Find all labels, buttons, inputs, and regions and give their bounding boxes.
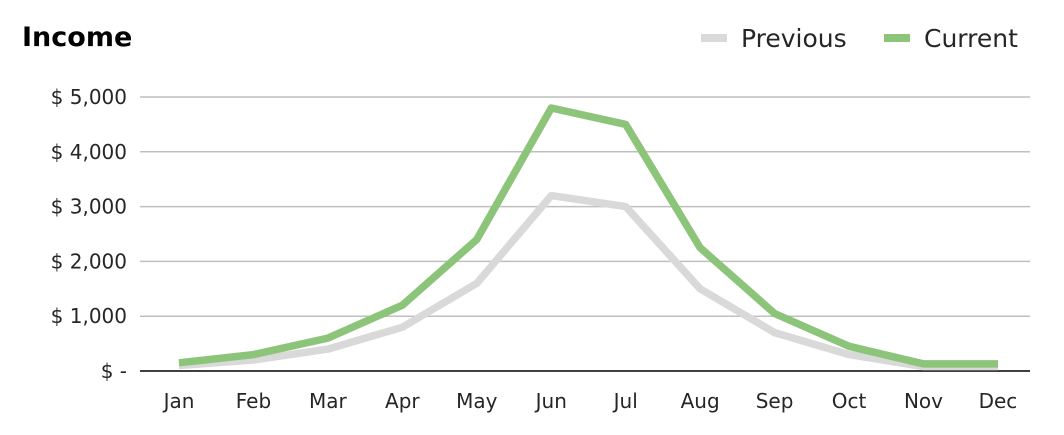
y-tick-label: $ 3,000 (51, 195, 127, 219)
y-axis-tick-labels: $ - $ 1,000 $ 2,000 $ 3,000 $ 4,000 $ 5,000 (51, 85, 127, 383)
x-tick-label: May (456, 389, 498, 413)
x-tick-label: Apr (385, 389, 420, 413)
y-tick-label: $ 2,000 (51, 249, 127, 273)
x-tick-label: Dec (979, 389, 1018, 413)
x-tick-label: Jan (162, 389, 195, 413)
y-tick-label: $ 1,000 (51, 304, 127, 328)
legend: Previous Current (701, 24, 1018, 53)
x-tick-label: Nov (904, 389, 943, 413)
x-tick-label: Feb (236, 389, 271, 413)
x-axis-tick-labels: Jan Feb Mar Apr May Jun Jul Aug Sep Oct Nov Dec (162, 389, 1018, 413)
series-lines (178, 104, 998, 371)
y-tick-label: $ 5,000 (51, 85, 127, 109)
x-tick-label: Mar (309, 389, 348, 413)
y-tick-label: $ - (101, 359, 127, 383)
series-line-previous (178, 191, 998, 371)
x-tick-label: Jun (534, 389, 567, 413)
series-line-current (178, 104, 998, 368)
legend-label-previous: Previous (741, 24, 847, 53)
y-tick-label: $ 4,000 (51, 140, 127, 164)
x-tick-label: Sep (756, 389, 794, 413)
legend-label-current: Current (924, 24, 1018, 53)
chart-title: Income (22, 22, 132, 53)
x-tick-label: Oct (832, 389, 867, 413)
x-tick-label: Aug (681, 389, 720, 413)
gridlines (140, 96, 1030, 317)
x-tick-label: Jul (612, 389, 638, 413)
